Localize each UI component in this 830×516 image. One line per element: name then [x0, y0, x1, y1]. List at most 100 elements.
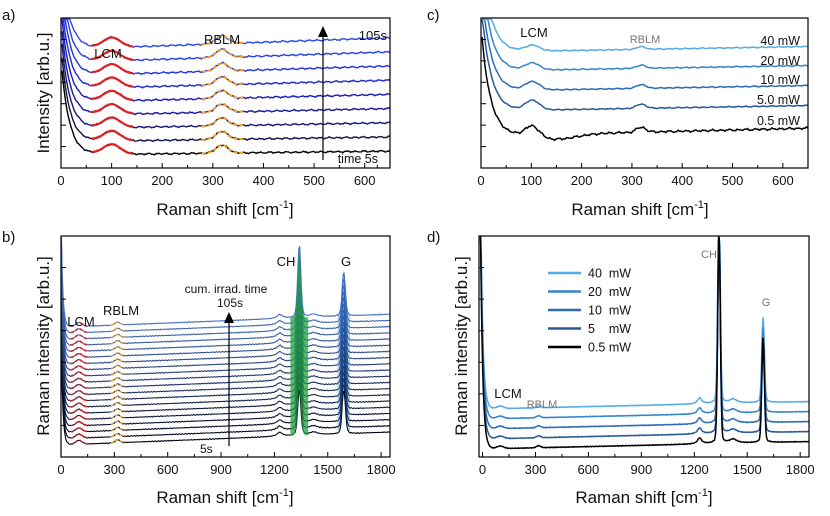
x-tick-label: 1800 — [367, 462, 396, 477]
panel-a-ticks: 0 100 200 300 400 500 600 — [57, 38, 391, 188]
panel-a-rblm-fit — [201, 34, 244, 46]
panel-b-frame — [60, 235, 391, 458]
panel-c-frame — [480, 17, 809, 169]
x-tick-label: 900 — [210, 462, 232, 477]
panel-b-lcm-fit — [70, 340, 87, 346]
panel-d-curves — [479, 236, 810, 450]
panel-a-lcm-fit — [91, 129, 134, 142]
panel-a-rblm-fit — [201, 75, 244, 87]
panel-d-frame — [478, 235, 810, 458]
panel-b-g-label: G — [341, 254, 351, 269]
panel-d-xlabel: Raman shift [cm-1] — [575, 487, 712, 507]
panel-b-letter: b) — [2, 229, 15, 246]
x-tick-label: 300 — [103, 462, 125, 477]
panel-a-rblm-fit — [201, 61, 244, 73]
panel-b-rblm-fit — [110, 426, 125, 432]
panel-b-rblm-fit — [110, 414, 125, 419]
panel-b-lcm-fit — [70, 327, 87, 334]
panel-b-rblm-fit — [110, 333, 125, 339]
panel-c-letter: c) — [427, 7, 440, 24]
x-tick-label: 300 — [525, 462, 547, 477]
x-tick-label: 500 — [722, 173, 744, 188]
panel-a-letter: a) — [2, 7, 15, 24]
panel-c-series-line — [481, 18, 808, 112]
panel-b-lcm-fit — [70, 402, 87, 408]
panel-b-ch-peak-fill — [290, 249, 309, 436]
panel-c-series-line — [482, 18, 808, 71]
panel-b-rblm-fit — [110, 339, 125, 345]
panel-a-lcm-fit — [91, 62, 134, 75]
panel-b-rblm-label: RBLM — [103, 303, 139, 318]
panel-b-lcm-fit — [70, 334, 87, 340]
panel-d-series-line — [479, 236, 810, 430]
panel-c-series-line — [481, 37, 809, 142]
panel-b-rblm-fit — [110, 401, 125, 407]
panel-b-xlabel: Raman shift [cm-1] — [156, 487, 293, 507]
panel-b-lcm-fit — [70, 365, 87, 371]
x-tick-label: 400 — [253, 173, 275, 188]
panel-b-curves — [60, 236, 390, 445]
panel-b-rblm-fit — [110, 432, 125, 438]
panel-b-lcm-fit — [70, 377, 87, 383]
panel-b-lcm-fit — [70, 396, 87, 402]
panel-b-rblm-fit — [110, 395, 125, 401]
panel-b-time-arrowhead — [224, 312, 234, 323]
panel-d-rblm-label: RBLM — [527, 399, 558, 411]
panel-a-rblm-fit — [201, 130, 244, 141]
panel-a-top-time-label: 105s — [359, 28, 388, 43]
x-tick-label: 300 — [621, 173, 643, 188]
panel-b-lcm-fit — [70, 420, 87, 427]
panel-d-legend: 40 mW 20 mW 10 mW 5 mW 0.5 mW — [548, 267, 631, 355]
panel-b-rblm-fit — [110, 439, 125, 444]
panel-a-rblm-fit — [201, 144, 244, 155]
panel-c-xlabel: Raman shift [cm-1] — [571, 199, 708, 219]
panel-b-rblm-fit — [110, 358, 125, 364]
panel-b-lcm-fit — [70, 383, 87, 390]
panel-a-lcm-fit — [91, 49, 134, 61]
panel-b-ch-label: CH — [277, 254, 296, 269]
panel-b-lcm-fit — [70, 408, 87, 414]
panel-b-rblm-fit — [110, 352, 125, 357]
panel-d-series-line — [479, 236, 810, 420]
panel-d-series-line — [479, 236, 810, 450]
panel-d-ch-label: CH — [701, 249, 717, 261]
panel-b-rblm-fit — [110, 370, 125, 376]
panel-b-rblm-fit — [110, 327, 125, 333]
panel-a-frame — [60, 17, 391, 169]
panel-a-rblm-label: RBLM — [204, 32, 240, 47]
panel-d-ticks: 0 300 600 900 1200 1500 1800 — [479, 267, 815, 477]
x-tick-label: 1200 — [680, 462, 709, 477]
panel-a-lcm-fit — [91, 36, 134, 48]
panel-b-ylabel: Raman intensity [arb.u.] — [34, 256, 53, 436]
panel-a-lcm-label: LCM — [94, 46, 121, 61]
legend-label: 40 mW — [588, 267, 631, 281]
panel-a-time-arrowhead — [318, 26, 328, 37]
x-tick-label: 0 — [477, 173, 484, 188]
panel-c-power-40: 40 mW — [760, 34, 800, 48]
legend-label: 20 mW — [588, 285, 631, 299]
panel-b-cum-time-label: cum. irrad. time — [185, 282, 268, 296]
panel-a-rblm-fit — [201, 48, 244, 59]
x-tick-label: 400 — [671, 173, 693, 188]
x-tick-label: 100 — [520, 173, 542, 188]
panel-b-rblm-fit — [110, 321, 125, 326]
panel-c-power-20: 20 mW — [760, 54, 800, 68]
panel-d-series-line — [479, 236, 809, 440]
panel-b-lcm-fit — [70, 352, 87, 359]
panel-b-bottom-time-label: 5s — [200, 442, 213, 456]
panel-a-rblm-fit — [201, 89, 244, 100]
panel-d-g-label: G — [762, 297, 771, 309]
panel-d: d) 0 300 600 900 1200 1500 1800 40 mW 20 mW 10 m… — [427, 229, 815, 507]
panel-b-rblm-fit — [110, 383, 125, 388]
panel-d-ylabel: Raman intensity [arb.u.] — [452, 256, 471, 436]
legend-label: 5 mW — [588, 322, 631, 336]
x-tick-label: 500 — [303, 173, 325, 188]
x-tick-label: 200 — [151, 173, 173, 188]
panel-b-rblm-fit — [110, 346, 125, 351]
x-tick-label: 600 — [578, 462, 600, 477]
x-tick-label: 200 — [571, 173, 593, 188]
panel-a: a) 0 100 200 300 400 500 600 LCM RBLM 105s tim… — [2, 7, 391, 219]
panel-b-lcm-fit — [70, 389, 87, 396]
panel-b-lcm-fit — [70, 346, 87, 352]
panel-c-rblm-label: RBLM — [630, 34, 661, 46]
